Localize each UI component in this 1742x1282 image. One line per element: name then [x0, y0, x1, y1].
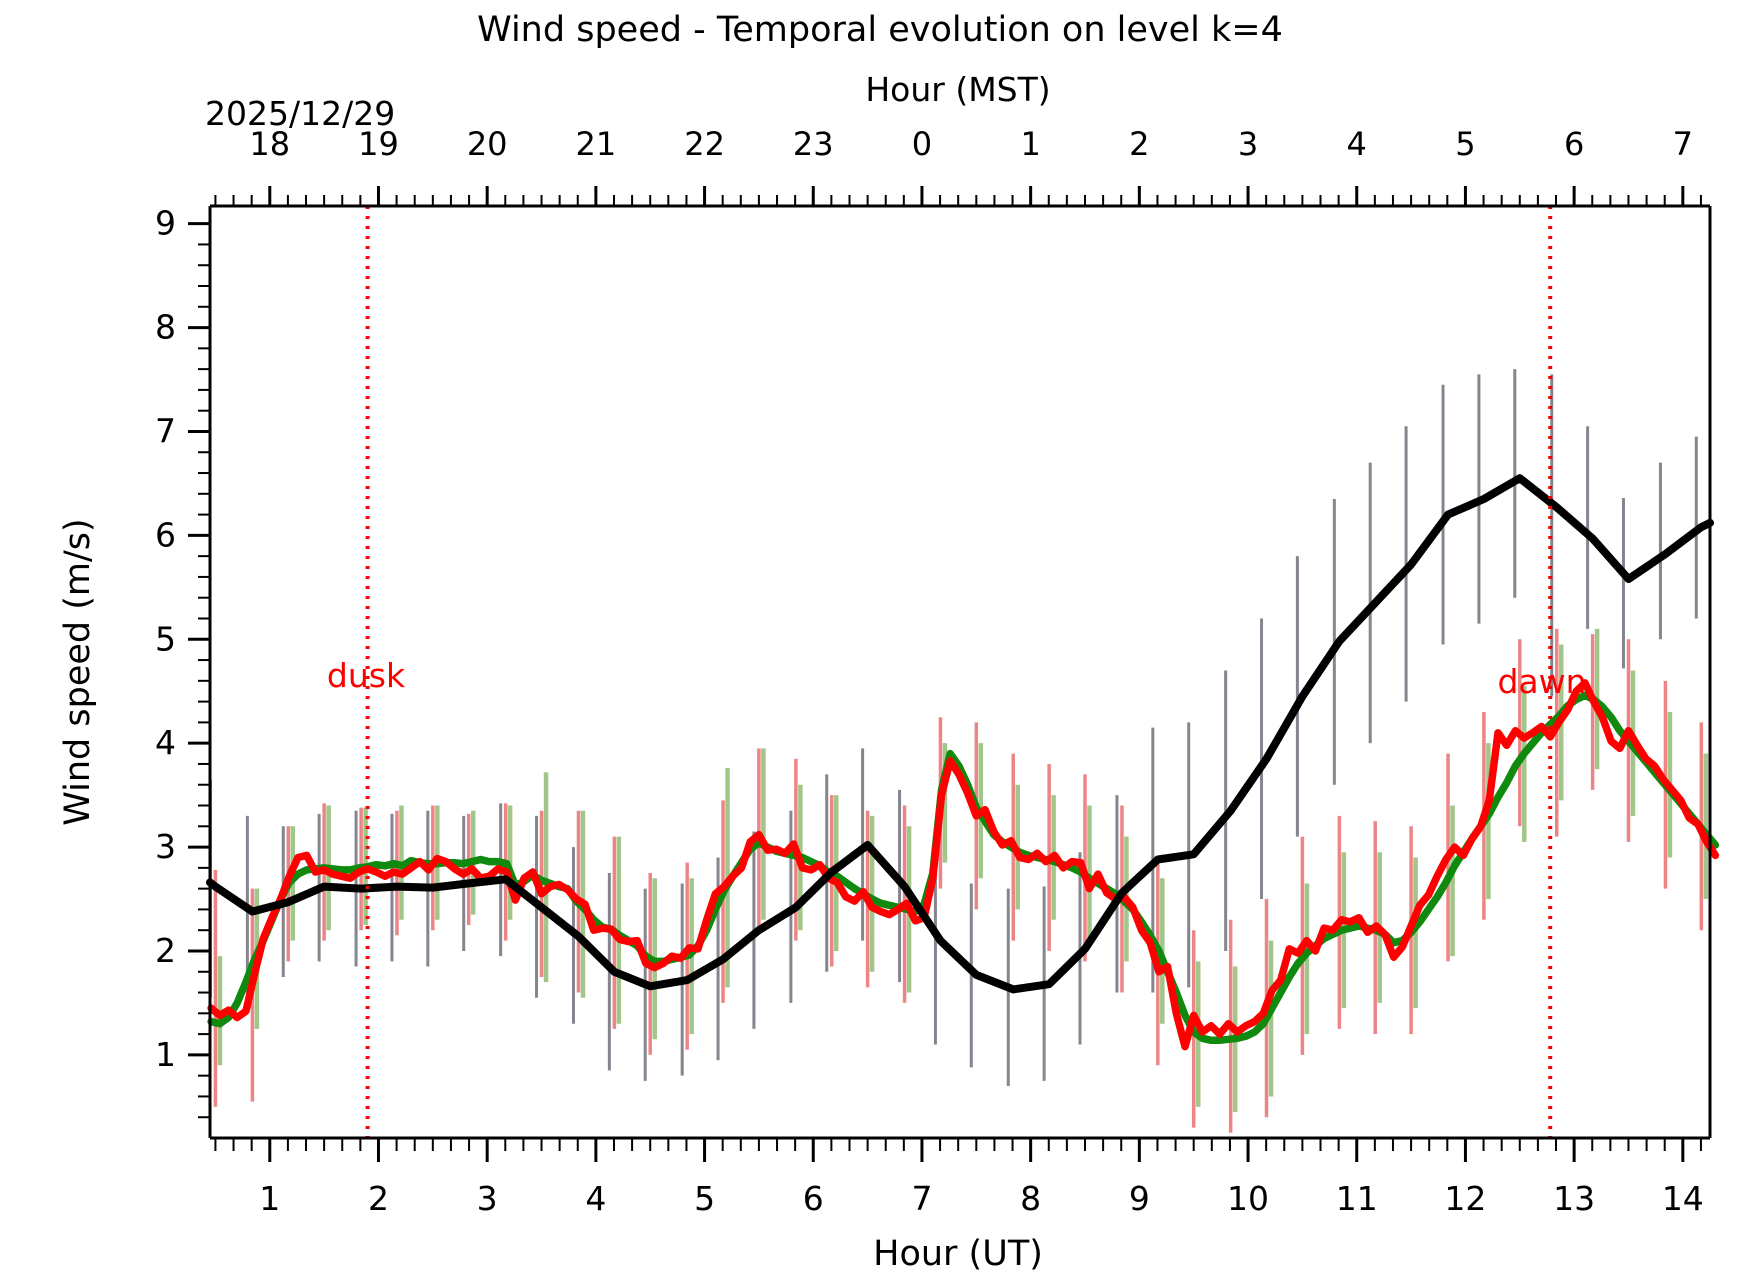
svg-text:4: 4 [155, 723, 176, 762]
svg-text:5: 5 [1455, 125, 1475, 163]
svg-text:1: 1 [259, 1179, 280, 1218]
svg-text:7: 7 [1673, 125, 1693, 163]
svg-text:2: 2 [155, 931, 176, 970]
svg-text:3: 3 [477, 1179, 498, 1218]
date-annotation: 2025/12/29 [205, 94, 396, 133]
svg-text:6: 6 [155, 515, 176, 554]
svg-text:20: 20 [467, 125, 508, 163]
svg-text:12: 12 [1444, 1179, 1486, 1218]
svg-text:6: 6 [803, 1179, 824, 1218]
svg-text:4: 4 [585, 1179, 606, 1218]
svg-text:11: 11 [1336, 1179, 1378, 1218]
top-axis-label: Hour (MST) [865, 70, 1051, 109]
svg-text:10: 10 [1227, 1179, 1269, 1218]
svg-text:9: 9 [155, 204, 176, 243]
svg-text:7: 7 [911, 1179, 932, 1218]
svg-text:23: 23 [793, 125, 834, 163]
page-title: Wind speed - Temporal evolution on level… [477, 10, 1283, 50]
svg-text:8: 8 [1020, 1179, 1041, 1218]
svg-text:14: 14 [1662, 1179, 1704, 1218]
svg-text:3: 3 [1238, 125, 1258, 163]
svg-text:8: 8 [155, 308, 176, 347]
svg-text:0: 0 [912, 125, 932, 163]
svg-text:1: 1 [155, 1035, 176, 1074]
svg-text:5: 5 [155, 619, 176, 658]
svg-text:13: 13 [1553, 1179, 1595, 1218]
svg-text:7: 7 [155, 411, 176, 450]
svg-text:3: 3 [155, 827, 176, 866]
y-axis-label: Wind speed (m/s) [58, 518, 98, 826]
dusk-annotation: dusk [326, 656, 406, 695]
svg-text:6: 6 [1564, 125, 1584, 163]
svg-text:1: 1 [1020, 125, 1040, 163]
svg-text:2: 2 [1129, 125, 1149, 163]
svg-text:19: 19 [358, 125, 399, 163]
svg-text:22: 22 [684, 125, 725, 163]
svg-text:5: 5 [694, 1179, 715, 1218]
svg-text:21: 21 [576, 125, 617, 163]
dawn-annotation: dawn [1497, 662, 1587, 701]
svg-text:18: 18 [249, 125, 290, 163]
bottom-axis-label: Hour (UT) [873, 1234, 1043, 1274]
svg-text:4: 4 [1347, 125, 1367, 163]
svg-text:2: 2 [368, 1179, 389, 1218]
svg-text:9: 9 [1129, 1179, 1150, 1218]
